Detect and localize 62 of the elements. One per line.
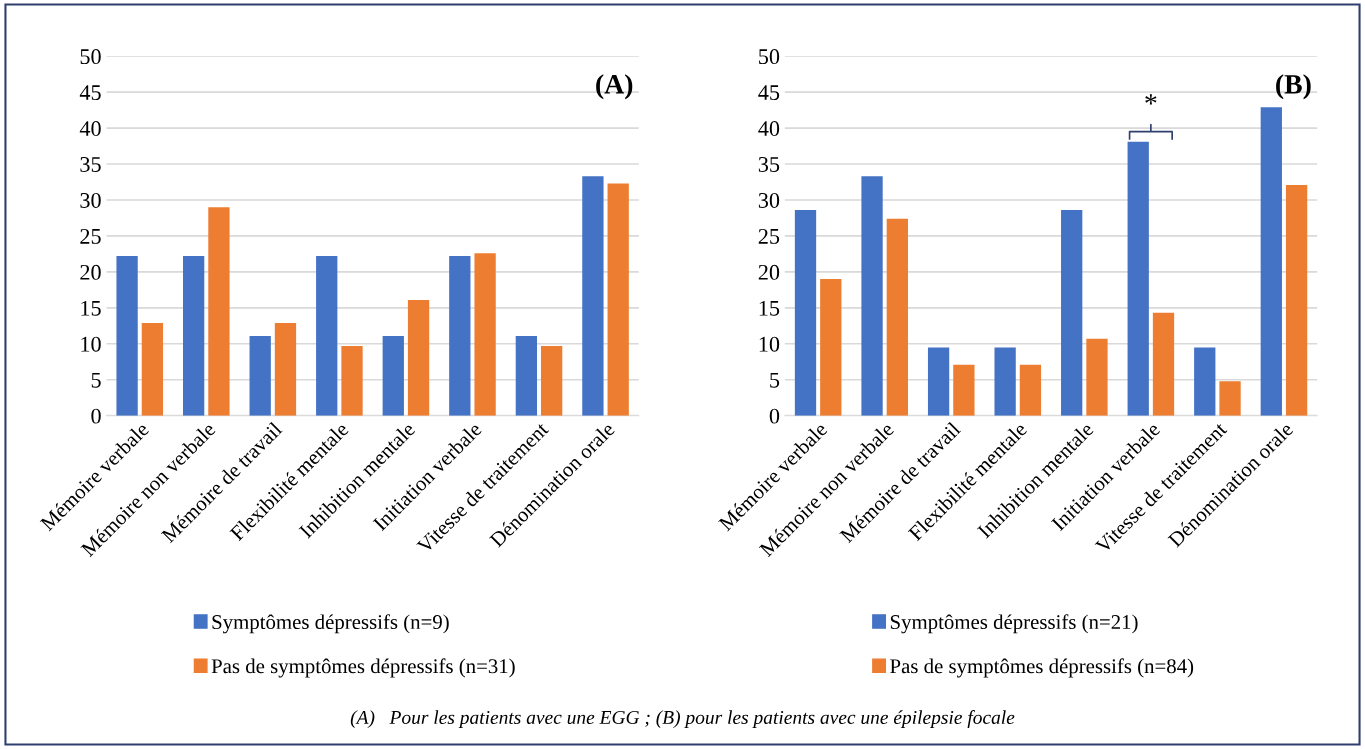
- bar: [382, 335, 404, 416]
- bar: [1285, 184, 1308, 416]
- bar: [1194, 347, 1216, 416]
- y-tick-label: 30: [758, 192, 780, 208]
- y-tick-label: 25: [80, 228, 101, 244]
- y-tick-label: 20: [80, 264, 101, 280]
- legend-label: Pas de symptômes dépressifs (n=84): [890, 658, 1194, 678]
- bar: [183, 256, 205, 416]
- bar: [541, 345, 563, 416]
- bar: [607, 183, 629, 416]
- bar: [274, 322, 297, 416]
- y-tick-label: 35: [80, 157, 101, 172]
- bar: [116, 256, 138, 416]
- bar: [1061, 210, 1083, 416]
- y-tick-label: 30: [80, 192, 101, 208]
- bar: [927, 347, 950, 416]
- bar: [449, 256, 471, 416]
- bar: [1219, 381, 1241, 416]
- bar: [1086, 338, 1108, 416]
- y-tick-label: 20: [758, 264, 780, 280]
- y-tick-label: 15: [759, 300, 780, 316]
- legend-label: Symptômes dépressifs (n=21): [890, 614, 1138, 634]
- y-tick-label: 45: [758, 85, 780, 101]
- y-tick-label: 40: [758, 121, 780, 137]
- y-tick-label: 10: [759, 336, 780, 352]
- y-tick-label: 50: [80, 49, 101, 65]
- y-tick-label: 0: [91, 408, 101, 424]
- bar: [316, 256, 338, 416]
- bar: [582, 176, 604, 416]
- bar: [794, 210, 817, 416]
- annotation: (B): [1276, 74, 1311, 100]
- y-tick-label: 50: [759, 49, 780, 65]
- bar: [474, 253, 496, 416]
- y-tick-label: 5: [91, 372, 101, 388]
- bar: [1019, 364, 1042, 416]
- y-tick-label: 40: [79, 121, 101, 137]
- y-tick-label: 35: [758, 157, 780, 172]
- bar: [1260, 107, 1282, 416]
- bar: [886, 218, 908, 416]
- y-tick-label: 0: [769, 408, 780, 424]
- text: (A) Pour les patients avec une EGG ; (B) pour les patients avec une épilepsie focale: [350, 710, 1015, 728]
- legend-label: Symptômes dépressifs (n=9): [212, 614, 449, 634]
- bar: [994, 347, 1016, 416]
- y-tick-label: 10: [81, 336, 101, 352]
- bar: [515, 335, 538, 416]
- bar: [341, 345, 363, 416]
- bar: [141, 322, 164, 416]
- y-tick-label: 45: [79, 85, 101, 101]
- bar: [861, 176, 883, 416]
- bar: [208, 207, 230, 416]
- y-tick-label: 5: [770, 372, 780, 388]
- y-tick-label: 25: [758, 228, 780, 244]
- bar: [249, 335, 271, 416]
- bar: [953, 364, 975, 416]
- bar: [1152, 312, 1175, 416]
- annotation: *: [1145, 94, 1157, 105]
- bar: [407, 299, 430, 416]
- bar: [820, 279, 842, 416]
- legend-label: Pas de symptômes dépressifs (n=31): [211, 658, 515, 678]
- y-tick-label: 15: [81, 300, 101, 316]
- annotation: (A): [596, 74, 633, 100]
- bar: [1127, 141, 1149, 416]
